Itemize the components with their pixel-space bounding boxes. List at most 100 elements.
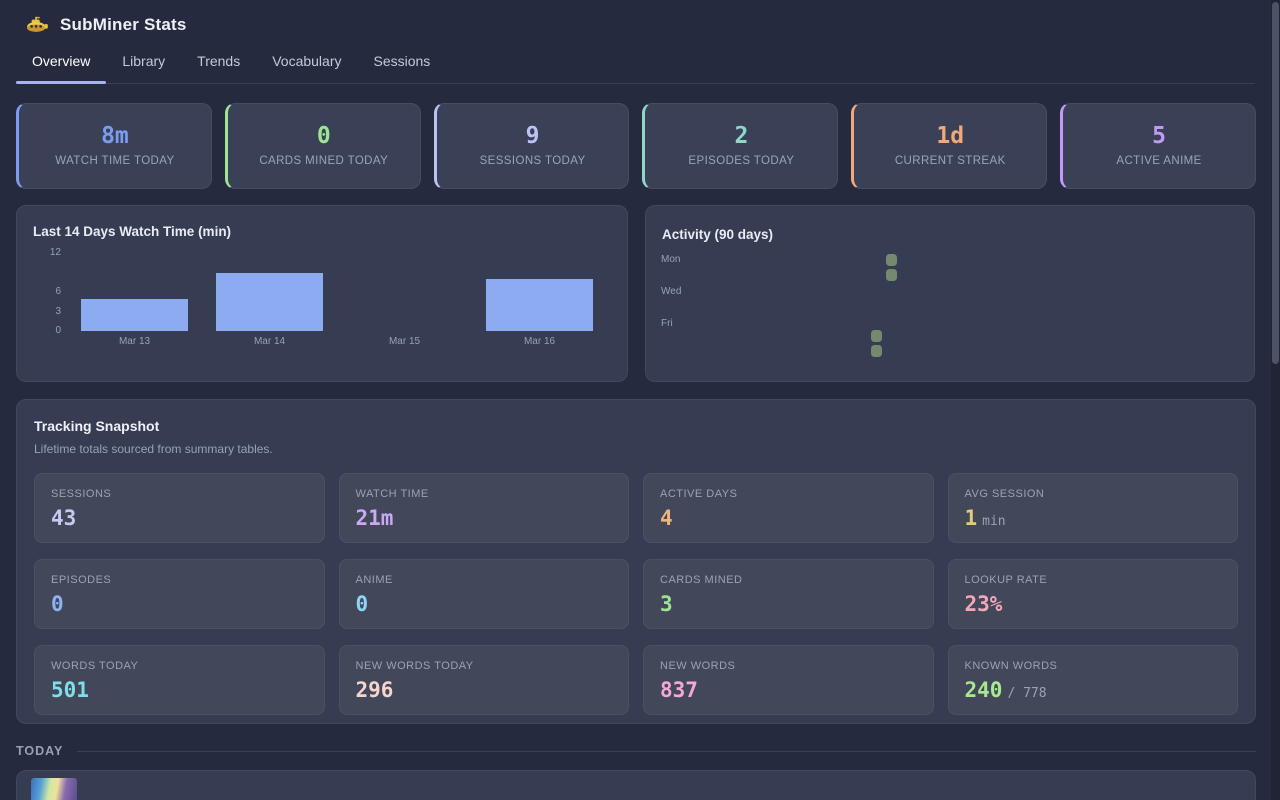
watch-time-bar-chart: 12 6 3 0 Mar 13 Mar 14 Mar 15 Mar 16 [17,206,627,381]
stat-cards-row: 8m WATCH TIME TODAY 0 CARDS MINED TODAY 9 SES… [16,103,1256,189]
snapshot-tile-new-words-today: NEW WORDS TODAY 296 [338,645,629,715]
snapshot-tile-label: WATCH TIME [355,488,429,500]
stat-card-value: 2 [734,123,749,149]
snapshot-tile-label: EPISODES [51,574,112,586]
snapshot-tile-value: 0 [356,594,613,615]
stat-card-watch-time-today: 8m WATCH TIME TODAY [16,103,212,189]
snapshot-tile-active-days: ACTIVE DAYS 4 [643,473,934,543]
stat-card-value: 5 [1152,123,1166,149]
snapshot-tile-known-words: KNOWN WORDS 240 / 778 [947,645,1238,715]
snapshot-tile-value: 240 / 778 [965,680,1222,701]
activity-heatmap-title: Activity (90 days) [662,227,774,242]
stat-card-episodes-today: 2 EPISODES TODAY [642,103,839,189]
activity-heatmap-panel: Activity (90 days) Mon Wed Fri [645,205,1255,382]
x-axis-label: Mar 16 [523,336,556,347]
stat-card-value: 8m [101,123,129,149]
scrollbar-track[interactable] [1271,0,1280,800]
snapshot-tile-label: ANIME [355,574,393,586]
today-episode-card[interactable] [16,770,1256,800]
snapshot-tile-number: 4 [660,506,673,530]
snapshot-tile-value: 23% [965,594,1222,615]
activity-heatmap: Mon Wed Fri [646,206,1254,381]
snapshot-tile-number: 21m [355,506,394,530]
bar-mar-14 [216,272,323,331]
heatmap-day-label-mon: Mon [661,254,681,265]
stat-card-label: SESSIONS TODAY [479,155,586,167]
heatmap-active-cell [871,330,882,342]
snapshot-tile-number: 23% [964,592,1003,616]
x-axis-label: Mar 15 [388,336,421,347]
snapshot-tile-number: 0 [51,592,64,616]
tracking-snapshot-subtitle: Lifetime totals sourced from summary tab… [34,442,273,456]
tab-trends[interactable]: Trends [197,53,241,69]
tab-library[interactable]: Library [122,53,166,69]
snapshot-tile-sessions: SESSIONS 43 [34,473,325,543]
snapshot-tile-episodes: EPISODES 0 [34,559,325,629]
snapshot-tile-label: SESSIONS [51,488,112,500]
tab-bar: Overview Library Trends Vocabulary Sessions [16,45,1255,84]
snapshot-tile-number: 837 [660,678,698,702]
bar-mar-13 [81,298,188,331]
snapshot-tile-value: 21m [356,508,613,529]
stat-card-label: EPISODES TODAY [688,155,795,167]
snapshot-tiles-grid: SESSIONS 43 WATCH TIME 21m ACTIVE DAYS 4 AVG S… [34,473,1238,715]
tab-overview[interactable]: Overview [16,45,107,84]
snapshot-tile-suffix: min [982,514,1006,529]
snapshot-tile-value: 4 [660,508,917,529]
stat-card-label: WATCH TIME TODAY [55,155,175,167]
y-axis-tick: 3 [55,305,61,317]
snapshot-tile-label: NEW WORDS TODAY [355,660,474,672]
watch-time-chart-title: Last 14 Days Watch Time (min) [33,224,232,239]
charts-row: Last 14 Days Watch Time (min) 12 6 3 0 Mar 1… [16,205,1256,382]
submarine-logo-icon [26,16,48,34]
stat-card-value: 0 [316,123,331,149]
stat-card-value: 1d [936,123,965,149]
stat-card-label: CARDS MINED TODAY [259,155,389,167]
snapshot-tile-number: 501 [51,678,89,702]
snapshot-tile-value: 837 [660,680,917,701]
heatmap-day-label-fri: Fri [661,318,673,329]
snapshot-tile-number: 1 [964,506,978,530]
stat-card-sessions-today: 9 SESSIONS TODAY [433,103,630,189]
snapshot-tile-label: WORDS TODAY [51,660,139,672]
snapshot-tile-value: 1 min [965,508,1222,529]
today-label: TODAY [16,744,64,758]
heatmap-active-cell [871,345,882,358]
snapshot-tile-label: LOOKUP RATE [964,574,1048,586]
snapshot-tile-number: 3 [660,592,673,616]
today-section-header: TODAY [16,744,1256,758]
y-axis-tick: 12 [49,247,61,258]
snapshot-tile-new-words: NEW WORDS 837 [643,645,934,715]
snapshot-tile-avg-session: AVG SESSION 1 min [947,473,1238,543]
x-axis-label: Mar 14 [253,336,286,347]
episode-thumbnail[interactable] [31,778,77,800]
bar-mar-16 [486,279,593,331]
snapshot-tile-lookup-rate: LOOKUP RATE 23% [947,559,1238,629]
snapshot-tile-label: CARDS MINED [660,574,743,586]
snapshot-tile-number: 43 [51,506,77,530]
snapshot-tile-cards-mined: CARDS MINED 3 [643,559,934,629]
snapshot-tile-value: 0 [51,594,308,615]
snapshot-tile-label: AVG SESSION [964,488,1045,500]
stat-card-current-streak: 1d CURRENT STREAK [851,103,1048,189]
snapshot-tile-watch-time: WATCH TIME 21m [338,473,629,543]
x-axis-label: Mar 13 [118,336,151,347]
snapshot-tile-value: 43 [51,508,308,529]
snapshot-tile-number: 0 [355,592,369,616]
snapshot-tile-number: 240 [964,678,1003,702]
snapshot-tile-label: KNOWN WORDS [964,660,1058,672]
tab-sessions[interactable]: Sessions [373,53,431,69]
snapshot-tile-value: 3 [660,594,917,615]
heatmap-day-label-wed: Wed [661,286,682,297]
stat-card-label: ACTIVE ANIME [1116,155,1202,167]
watch-time-chart-panel: Last 14 Days Watch Time (min) 12 6 3 0 Mar 1… [16,205,628,382]
heatmap-active-cell [886,269,897,282]
tab-vocabulary[interactable]: Vocabulary [272,53,342,69]
scrollbar-thumb[interactable] [1272,2,1279,364]
stat-card-active-anime: 5 ACTIVE ANIME [1060,103,1256,189]
tracking-snapshot-panel: Tracking Snapshot Lifetime totals source… [16,399,1256,724]
app-title: SubMiner Stats [60,15,187,34]
snapshot-tile-value: 501 [51,680,308,701]
heatmap-active-cell [886,254,897,266]
y-axis-tick: 6 [55,286,61,297]
